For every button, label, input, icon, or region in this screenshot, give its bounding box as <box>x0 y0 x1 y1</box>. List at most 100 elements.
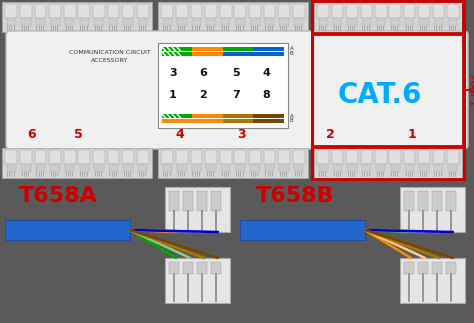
Bar <box>192 119 223 123</box>
Bar <box>79 150 90 164</box>
Bar <box>192 114 223 119</box>
Bar <box>347 18 356 26</box>
Text: 4: 4 <box>262 68 270 78</box>
Bar <box>236 164 245 172</box>
Bar <box>35 150 46 164</box>
Bar <box>433 150 444 164</box>
Bar <box>122 150 134 164</box>
Bar <box>293 150 304 164</box>
Bar <box>93 4 105 18</box>
Text: 8: 8 <box>262 90 270 100</box>
Bar <box>207 164 216 172</box>
Bar <box>294 18 303 26</box>
Bar <box>163 18 172 26</box>
Bar <box>236 18 245 26</box>
Bar <box>109 164 118 172</box>
Bar <box>278 4 290 18</box>
Bar <box>183 191 193 211</box>
Bar <box>250 164 260 172</box>
Bar <box>446 262 456 274</box>
Bar <box>165 258 230 303</box>
Bar <box>162 114 192 119</box>
Text: 5: 5 <box>73 129 82 141</box>
Bar <box>249 4 261 18</box>
Bar <box>163 164 172 172</box>
Text: A: A <box>290 47 294 51</box>
Bar <box>346 150 358 164</box>
Bar <box>264 150 275 164</box>
Bar <box>192 164 201 172</box>
Bar <box>404 150 415 164</box>
Bar <box>93 150 105 164</box>
Bar <box>162 52 192 56</box>
Bar <box>361 150 372 164</box>
Bar <box>36 18 45 26</box>
Bar <box>221 18 230 26</box>
Text: 7: 7 <box>232 90 240 100</box>
Bar <box>376 18 385 26</box>
Bar <box>280 164 289 172</box>
Text: T658A: T658A <box>18 186 98 206</box>
Text: PORT 1: PORT 1 <box>468 75 474 106</box>
Text: CAT.6: CAT.6 <box>338 81 422 109</box>
Text: 1: 1 <box>169 90 177 100</box>
Bar <box>64 4 75 18</box>
Bar <box>333 18 342 26</box>
Bar <box>314 148 462 178</box>
Bar <box>376 164 385 172</box>
Bar <box>361 4 372 18</box>
Bar <box>375 150 387 164</box>
Bar <box>177 164 187 172</box>
Bar <box>137 4 148 18</box>
Bar <box>254 52 284 56</box>
Bar <box>79 4 90 18</box>
Bar <box>6 150 17 164</box>
Bar <box>162 150 173 164</box>
Bar <box>21 164 30 172</box>
Bar <box>177 18 187 26</box>
Bar <box>65 18 74 26</box>
Bar <box>138 164 147 172</box>
Bar <box>197 191 207 211</box>
Bar <box>211 262 221 274</box>
Bar <box>20 150 32 164</box>
Bar <box>432 191 442 211</box>
Bar <box>176 4 188 18</box>
Bar <box>318 150 329 164</box>
Bar <box>197 262 207 274</box>
Text: COMMUNICATION CIRCUIT: COMMUNICATION CIRCUIT <box>69 50 151 56</box>
Bar <box>94 164 104 172</box>
Bar <box>165 187 230 232</box>
Bar <box>264 4 275 18</box>
Bar <box>347 164 356 172</box>
Text: A: A <box>290 113 294 119</box>
Text: 3: 3 <box>169 68 177 78</box>
Bar <box>221 164 230 172</box>
Bar <box>158 43 288 128</box>
Bar <box>7 18 16 26</box>
Bar <box>390 4 401 18</box>
Bar <box>391 18 400 26</box>
Bar <box>158 148 308 178</box>
Bar <box>49 4 61 18</box>
Bar <box>249 150 261 164</box>
Bar <box>332 150 343 164</box>
Bar <box>20 4 32 18</box>
Bar <box>2 2 152 32</box>
Bar <box>312 147 464 179</box>
Bar <box>418 262 428 274</box>
Bar <box>137 150 148 164</box>
Text: 6: 6 <box>27 129 36 141</box>
Bar <box>265 18 274 26</box>
Bar <box>240 220 365 240</box>
Bar <box>223 114 254 119</box>
Bar <box>207 18 216 26</box>
Text: B: B <box>290 51 293 56</box>
Bar <box>108 150 119 164</box>
Bar <box>391 164 400 172</box>
Bar <box>192 52 223 56</box>
Bar <box>220 150 231 164</box>
Bar <box>280 18 289 26</box>
Bar <box>158 2 308 32</box>
Bar <box>108 4 119 18</box>
